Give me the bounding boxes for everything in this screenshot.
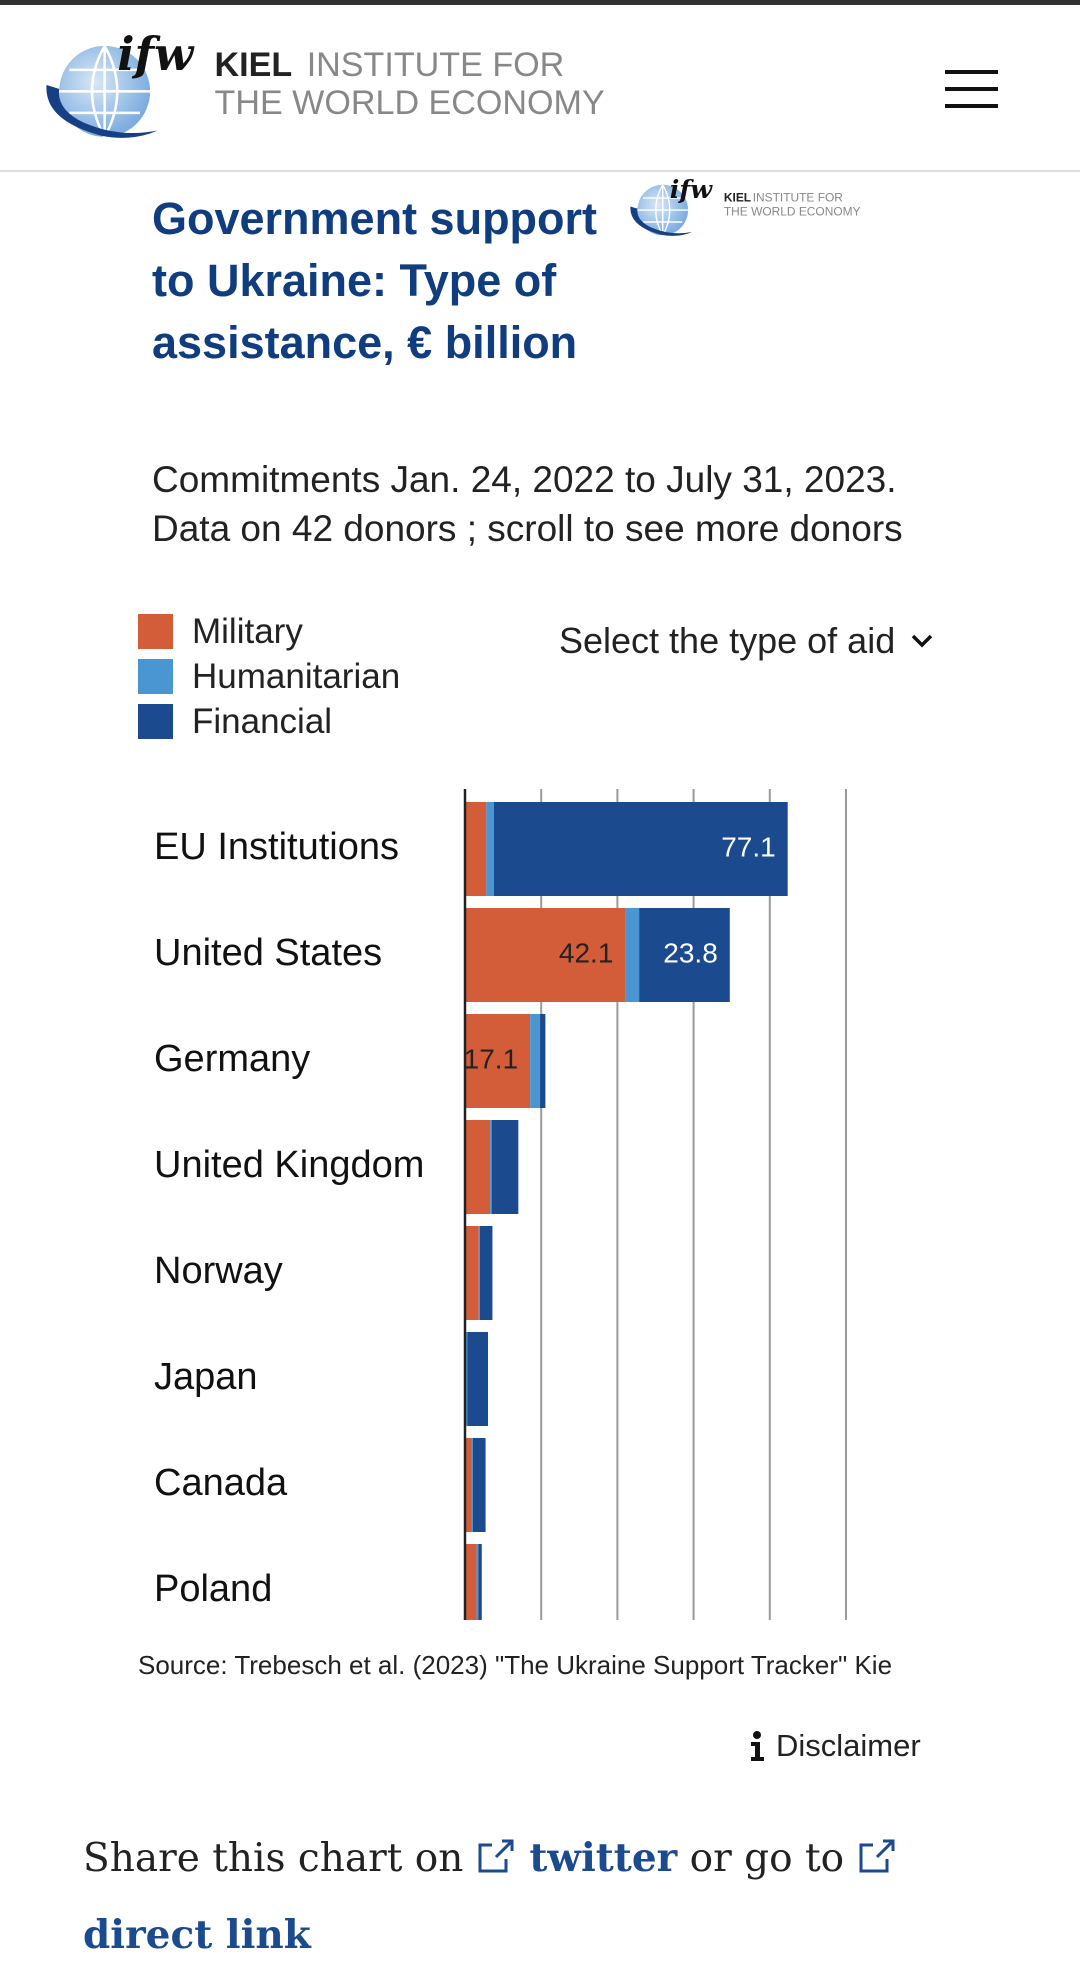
bar-segment (530, 1014, 541, 1108)
legend-swatch (138, 614, 173, 649)
twitter-link[interactable]: twitter (476, 1835, 677, 1881)
logo-text: THE WORLD ECONOMY (215, 84, 605, 122)
menu-button[interactable] (945, 70, 998, 108)
bar-segment (540, 1014, 546, 1108)
bar-segment (471, 1438, 474, 1532)
source: Source: Trebesch et al. (2023) "The Ukra… (138, 1650, 893, 1680)
chart-title: Government support to Ukraine: Type of a… (152, 193, 598, 368)
legend-label: Humanitarian (192, 656, 401, 696)
bar-segment (467, 1332, 489, 1426)
direct-link[interactable]: direct link (83, 1835, 897, 1958)
chevron (911, 634, 933, 648)
category-label: Norway (154, 1250, 283, 1292)
bar-segment (465, 1014, 531, 1108)
legend-swatch (138, 704, 173, 739)
plot-area: EU Institutions 77.1 United States 42.1 23.8… (154, 789, 847, 1620)
category-label: Germany (154, 1038, 310, 1080)
bar-segment (479, 1226, 493, 1320)
select-label: Select the type of aid (559, 620, 896, 661)
share-middle: or go to (689, 1836, 845, 1881)
bar-segment (465, 908, 626, 1002)
legend-item[interactable]: Financial (138, 699, 332, 744)
category-label: Japan (154, 1356, 258, 1398)
category-label: Poland (154, 1568, 272, 1610)
bar-segment (465, 1332, 468, 1426)
bar-segment (625, 908, 640, 1002)
logo-text: KIEL (724, 191, 751, 205)
bar-segment (639, 908, 730, 1002)
logo-text: THE WORLD ECONOMY (724, 205, 861, 219)
disclaimer-label: Disclaimer (776, 1728, 921, 1763)
direct-link-label: direct link (83, 1912, 311, 1958)
logo-mark: ifw (670, 174, 713, 204)
category-label: United Kingdom (154, 1144, 424, 1186)
bar-segment (465, 1438, 472, 1532)
top-bar (0, 0, 1080, 5)
external-icon (478, 1839, 514, 1873)
bar-segment (473, 1438, 486, 1532)
bar-segment (491, 1120, 519, 1214)
data-label: 77.1 (721, 831, 776, 862)
bar-segment (490, 1120, 492, 1214)
bar-segment (478, 1544, 482, 1620)
legend-item[interactable]: Humanitarian (138, 654, 400, 699)
data-label: 42.1 (559, 937, 614, 968)
legend-label: Military (192, 611, 303, 651)
info-icon (751, 1731, 764, 1761)
category-label: United States (154, 932, 382, 974)
logo-text: KIEL (215, 46, 293, 84)
logo-text: INSTITUTE FOR (753, 191, 844, 205)
bar-segment (465, 802, 487, 896)
bar-segment (465, 1120, 491, 1214)
bar-segment (486, 802, 494, 896)
legend-item[interactable]: Military (138, 609, 303, 654)
logo[interactable]: ifw KIEL INSTITUTE FOR THE WORLD ECONOMY (45, 27, 605, 140)
share-text: Share this chart on twitter or go to dir… (83, 1820, 1023, 1974)
twitter-label: twitter (529, 1835, 678, 1881)
share-prefix: Share this chart on (83, 1836, 464, 1881)
data-label: 23.8 (663, 937, 718, 968)
aid-type-select[interactable]: Select the type of aid (559, 620, 937, 662)
logo-mark: ifw (117, 27, 195, 81)
logo-text: INSTITUTE FOR (307, 46, 565, 84)
bar-segment (465, 1226, 479, 1320)
data-label: 17.1 (464, 1043, 519, 1074)
bar-segment (478, 1226, 480, 1320)
external-icon (859, 1839, 895, 1873)
chart-logo: ifw KIEL INSTITUTE FOR THE WORLD ECONOMY (629, 174, 861, 237)
disclaimer-button[interactable]: Disclaimer (748, 1728, 921, 1764)
category-label: Canada (154, 1462, 288, 1504)
bar-segment (493, 802, 788, 896)
legend-swatch (138, 659, 173, 694)
legend-label: Financial (192, 701, 333, 741)
separator (0, 170, 1080, 172)
bar-segment (465, 1544, 477, 1620)
category-label: EU Institutions (154, 826, 399, 868)
bar-segment (476, 1544, 479, 1620)
chart-subtitle: Commitments Jan. 24, 2022 to July 31, 20… (152, 459, 903, 549)
